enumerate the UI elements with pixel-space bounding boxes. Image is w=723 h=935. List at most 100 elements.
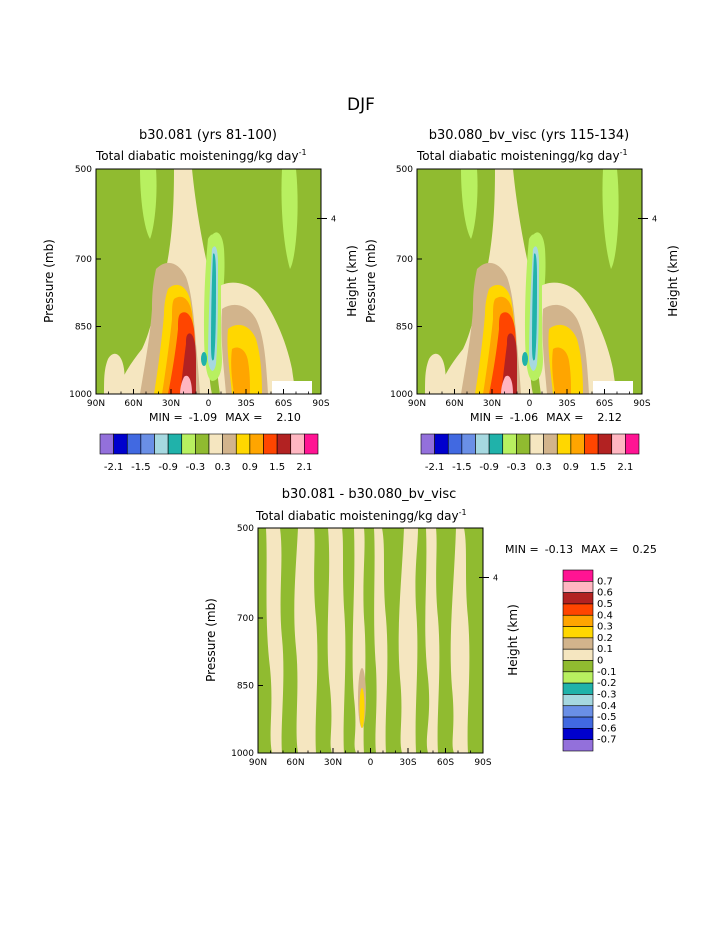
x-tick-label: 90N xyxy=(249,758,267,768)
x-tick-label: 90S xyxy=(312,399,329,409)
panel-2-stats: MIN = -1.06 MAX = 2.12 xyxy=(470,411,622,424)
x-tick-label: 30S xyxy=(558,399,575,409)
x-tick-label: 90S xyxy=(474,758,491,768)
colorbar-diff-label: 0.4 xyxy=(597,610,613,621)
colorbar-label: -0.9 xyxy=(479,462,499,473)
panel-1: b30.081 (yrs 81-100) Total diabatic mois… xyxy=(42,128,359,424)
x-tick-label: 90S xyxy=(633,399,650,409)
panel-2-ylabel-right: Height (km) xyxy=(666,245,680,316)
colorbar-box xyxy=(516,433,531,455)
x-tick-label: 60S xyxy=(437,758,454,768)
colorbar-box xyxy=(126,433,142,455)
colorbar-box xyxy=(570,433,585,455)
colorbar-diff-box xyxy=(562,705,594,718)
colorbar-box xyxy=(249,433,264,455)
colorbar-label: 2.1 xyxy=(296,462,312,473)
y-tick-label: 500 xyxy=(396,165,413,175)
colorbar-box xyxy=(434,433,449,455)
colorbar-box xyxy=(502,433,517,455)
panel-1-ylabel-right: Height (km) xyxy=(345,245,359,316)
colorbar-label: 1.5 xyxy=(590,462,606,473)
colorbar-diff-box xyxy=(562,626,594,639)
y-tick-label: 1000 xyxy=(390,390,413,400)
colorbar-label: 0.9 xyxy=(563,462,579,473)
colorbar-diff-box xyxy=(562,569,594,582)
x-tick-label: 30S xyxy=(399,758,416,768)
colorbar-box xyxy=(263,433,278,455)
colorbar-2: -2.1 -1.5 -0.9 -0.3 0.3 0.9 1.5 2.1 xyxy=(420,433,640,473)
x-tick-label: 30S xyxy=(237,399,254,409)
colorbar-box xyxy=(556,433,572,455)
colorbar-label: -0.3 xyxy=(507,462,527,473)
colorbar-label: 0.3 xyxy=(536,462,552,473)
colorbar-diff-box xyxy=(562,660,594,673)
colorbar-diff: 0.70.60.50.40.30.20.10-0.1-0.2-0.3-0.4-0… xyxy=(562,569,617,752)
colorbar-box xyxy=(181,433,196,455)
colorbar-box xyxy=(222,433,237,455)
colorbar-label: 1.5 xyxy=(269,462,285,473)
x-tick-label: 30N xyxy=(324,758,342,768)
colorbar-diff-box xyxy=(562,694,594,707)
colorbar-label: 2.1 xyxy=(617,462,633,473)
colorbar-diff-label: -0.1 xyxy=(597,667,617,678)
colorbar-label: 0.9 xyxy=(242,462,258,473)
y-tick-label: 700 xyxy=(75,255,92,265)
panel-2-ylabel: Pressure (mb) xyxy=(364,239,378,323)
colorbar-box xyxy=(611,433,626,455)
colorbar-box xyxy=(276,433,292,455)
y-tick-label: 850 xyxy=(237,682,254,692)
x-tick-label: 60N xyxy=(286,758,304,768)
panel-2-title: b30.080_bv_visc (yrs 115-134) xyxy=(429,128,629,143)
colorbar-label: -2.1 xyxy=(425,462,445,473)
colorbar-diff-label: -0.7 xyxy=(597,735,617,746)
panel-3-plot xyxy=(258,528,483,753)
page-title: DJF xyxy=(347,95,375,115)
colorbar-box xyxy=(584,433,599,455)
panel-3-stats: MIN = -0.13 MAX = 0.25 xyxy=(505,543,657,556)
x-tick-label: 30N xyxy=(162,399,180,409)
colorbar-diff-label: 0.7 xyxy=(597,576,613,587)
panel-3-ylabel-right: Height (km) xyxy=(506,604,520,675)
x-tick-label: 90N xyxy=(87,399,105,409)
colorbar-box xyxy=(154,433,169,455)
colorbar-diff-label: 0.5 xyxy=(597,599,613,610)
colorbar-diff-label: -0.3 xyxy=(597,689,617,700)
x-tick-label: 0 xyxy=(368,758,374,768)
panel-2-plot xyxy=(417,169,642,394)
panel-1-ylabel: Pressure (mb) xyxy=(42,239,56,323)
panel-2-subtitle: Total diabatic moisteningg/kg day-1 xyxy=(416,148,628,163)
colorbar-diff-label: 0.6 xyxy=(597,588,613,599)
panel-3: b30.081 - b30.080_bv_visc Total diabatic… xyxy=(204,487,657,768)
colorbar-diff-label: 0.3 xyxy=(597,622,613,633)
colorbar-box xyxy=(447,433,463,455)
colorbar-box xyxy=(420,433,435,455)
colorbar-label: -0.3 xyxy=(186,462,206,473)
y-tick-label: 700 xyxy=(237,614,254,624)
colorbar-diff-box xyxy=(562,614,594,627)
colorbar-box xyxy=(113,433,128,455)
colorbar-diff-box xyxy=(562,682,594,695)
colorbar-label: -1.5 xyxy=(131,462,151,473)
colorbar-label: -1.5 xyxy=(452,462,472,473)
colorbar-diff-box xyxy=(562,637,594,650)
panel-1-title: b30.081 (yrs 81-100) xyxy=(139,128,277,143)
y-tick-label: 500 xyxy=(75,165,92,175)
right-tick-label: 4 xyxy=(493,574,498,583)
y-tick-label: 850 xyxy=(75,323,92,333)
colorbar-diff-label: -0.4 xyxy=(597,701,617,712)
colorbar-diff-box xyxy=(562,739,594,752)
y-tick-label: 500 xyxy=(237,524,254,534)
y-tick-label: 700 xyxy=(396,255,413,265)
y-tick-label: 850 xyxy=(396,323,413,333)
colorbar-diff-label: 0.1 xyxy=(597,644,613,655)
colorbar-label: -2.1 xyxy=(104,462,124,473)
colorbar-label: 0.3 xyxy=(215,462,231,473)
colorbar-diff-box xyxy=(562,716,594,729)
colorbar-diff-box xyxy=(562,592,594,605)
x-tick-label: 30N xyxy=(483,399,501,409)
x-tick-label: 60S xyxy=(275,399,292,409)
colorbar-box xyxy=(208,433,223,455)
x-tick-label: 90N xyxy=(408,399,426,409)
x-tick-label: 60S xyxy=(596,399,613,409)
